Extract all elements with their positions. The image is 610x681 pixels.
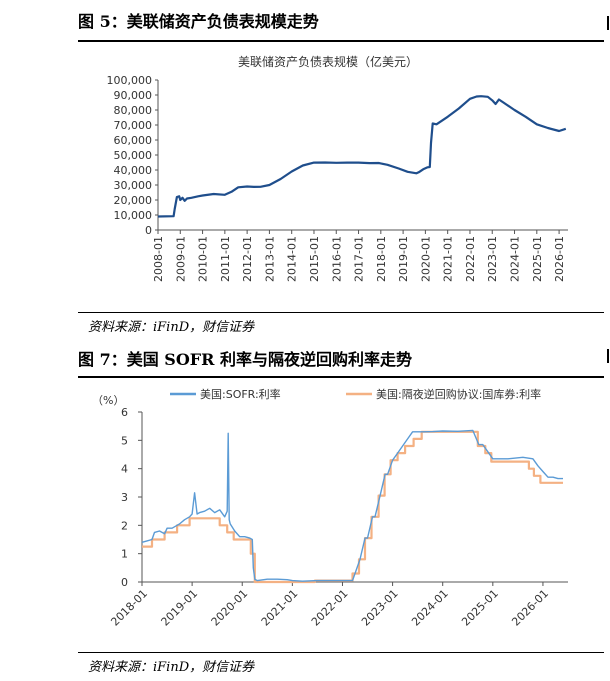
x-tick-label: 2012-01 [241,236,254,282]
x-tick-label: 2022-01 [464,236,477,282]
reverse-repo-series-line [142,430,563,584]
chart-title: 美联储资产负债表规模（亿美元） [238,54,418,69]
x-tick-label: 2013-01 [263,236,276,282]
y-tick-label: 90,000 [114,89,153,102]
x-tick-label: 2025-01 [459,587,501,629]
sofr-series-line [141,429,563,582]
y-tick-label: 10,000 [114,209,153,222]
x-tick-label: 2021-01 [442,236,455,282]
y-tick-label: 70,000 [114,119,153,132]
figure-5-bottom-rule [78,312,604,313]
balance-sheet-series-line [157,95,567,218]
right-edge-mark-top [607,16,609,30]
y-tick-label: 30,000 [114,179,153,192]
x-tick-label: 2015-01 [308,236,321,282]
x-tick-label: 2017-01 [353,236,366,282]
y-tick-label: 40,000 [114,164,153,177]
x-tick-label: 2023-01 [486,236,499,282]
balance-sheet-chart: 美联储资产负债表规模（亿美元） 0 10,000 20,000 30,000 40,000… [107,54,568,282]
x-tick-label: 2023-01 [359,587,401,629]
right-edge-mark-bottom [607,349,609,363]
x-tick-label: 2020-01 [419,236,432,282]
x-tick-label: 2018-01 [108,587,150,629]
figure-5-heading: 图 5：美联储资产负债表规模走势 [78,12,319,31]
x-tick-label: 2018-01 [375,236,388,282]
x-tick-label: 2019-01 [397,236,410,282]
x-tick-label: 2020-01 [209,587,251,629]
x-tick-label: 2021-01 [259,587,301,629]
figure-5-source: 资料来源：iFinD，财信证券 [88,320,255,335]
y-unit-label: （%） [92,394,124,407]
y-tick-label: 0 [121,576,128,589]
y-tick-label: 4 [121,463,128,476]
x-tick-label: 2016-01 [330,236,343,282]
x-tick-label: 2009-01 [174,236,187,282]
x-tick-label: 2025-01 [531,236,544,282]
y-tick-label: 5 [121,434,128,447]
x-tick-label: 2022-01 [309,587,351,629]
y-tick-label: 60,000 [114,134,153,147]
x-tick-label: 2026-01 [509,587,551,629]
y-tick-label: 100,000 [107,74,153,87]
x-tick-label: 2014-01 [286,236,299,282]
y-tick-label: 2 [121,519,128,532]
y-tick-label: 6 [121,406,128,419]
figure-7-panel: 图 7：美国 SOFR 利率与隔夜逆回购利率走势 （%） 0 1 2 3 4 5 6 2018-… [78,340,610,681]
y-tick-label: 80,000 [114,104,153,117]
y-tick-label: 0 [145,224,152,237]
y-tick-label: 20,000 [114,194,153,207]
figure-7-source: 资料来源：iFinD，财信证券 [88,660,255,675]
figure-7-top-rule [78,376,604,378]
x-tick-label: 2024-01 [509,236,522,282]
legend-sofr-label: 美国:SOFR:利率 [200,387,281,401]
y-tick-label: 3 [121,491,128,504]
figure-5-top-rule [78,40,604,42]
figure-7-heading: 图 7：美国 SOFR 利率与隔夜逆回购利率走势 [78,350,412,369]
x-tick-label: 2011-01 [219,236,232,282]
x-tick-label: 2024-01 [409,587,451,629]
x-tick-label: 2010-01 [197,236,210,282]
legend-reverse-repo-label: 美国:隔夜逆回购协议:国库券:利率 [376,387,541,401]
y-tick-label: 1 [121,548,128,561]
figure-7-bottom-rule [78,652,604,653]
x-tick-label: 2026-01 [553,236,566,282]
x-tick-label: 2008-01 [152,236,165,282]
x-tick-label: 2019-01 [159,587,201,629]
y-tick-label: 50,000 [114,149,153,162]
figure-5-panel: 图 5：美联储资产负债表规模走势 美联储资产负债表规模（亿美元） 0 10,000 2… [78,0,610,340]
